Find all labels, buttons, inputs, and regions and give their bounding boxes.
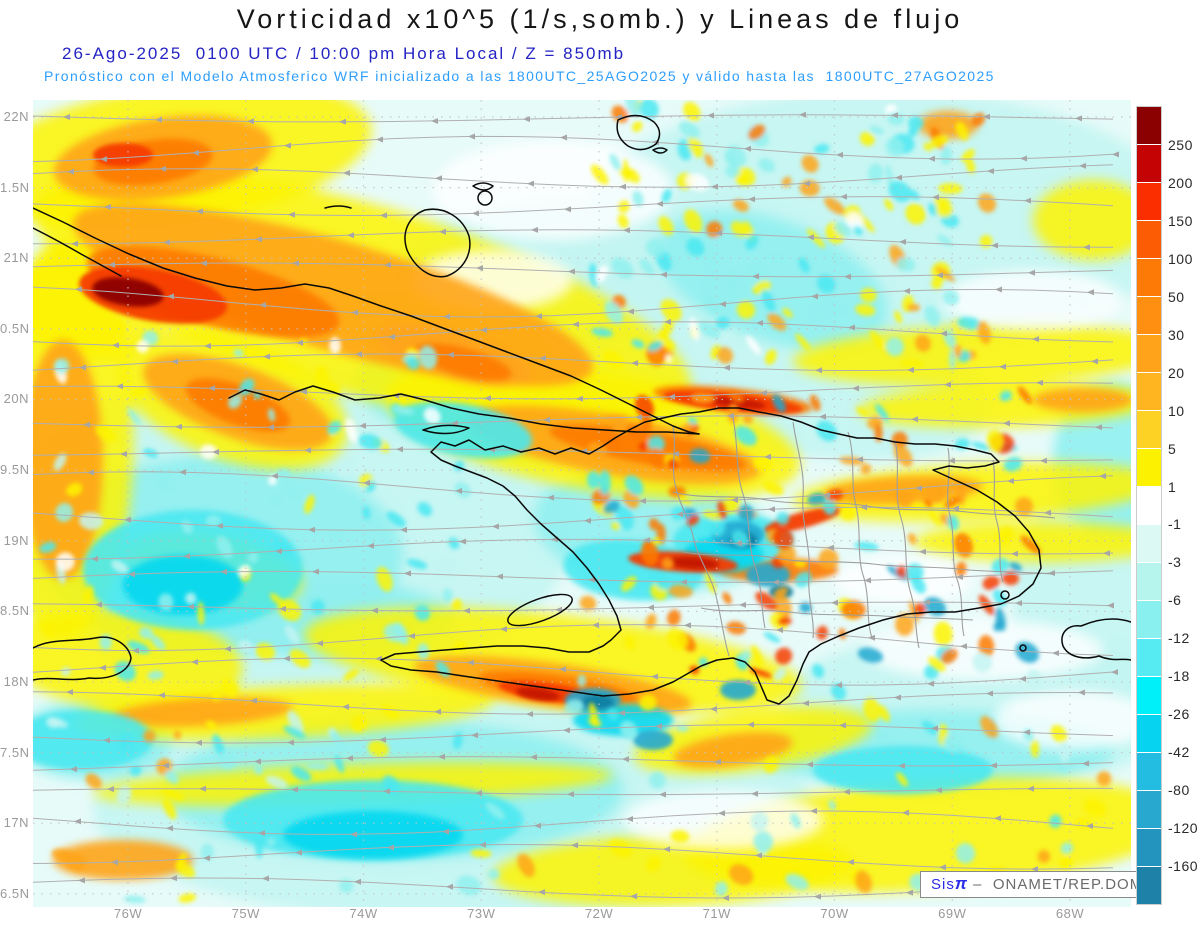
watermark-brand: Sis bbox=[931, 876, 955, 893]
mayaguana-island bbox=[472, 182, 494, 191]
lon-tick-label: 68W bbox=[1055, 906, 1085, 921]
lat-tick-label: 8.5N bbox=[0, 603, 30, 619]
colorbar-segment bbox=[1137, 829, 1161, 866]
colorbar-segment bbox=[1137, 297, 1161, 334]
lon-tick-label: 71W bbox=[702, 906, 731, 921]
colorbar-segment bbox=[1137, 563, 1161, 600]
lon-tick-label: 69W bbox=[938, 906, 967, 921]
tortuga-island bbox=[422, 424, 470, 435]
puerto-rico-coast bbox=[1061, 618, 1131, 661]
map-area: Sisπ – ONAMET/REP.DOM. bbox=[33, 100, 1160, 907]
colorbar bbox=[1136, 106, 1162, 905]
colorbar-tick-label: 100 bbox=[1168, 250, 1193, 267]
little-inagua-island bbox=[477, 190, 493, 206]
model-line: Pronóstico con el Modelo Atmosferico WRF… bbox=[44, 68, 995, 84]
lat-tick-label: 19N bbox=[3, 532, 29, 548]
lat-tick-label: 9.5N bbox=[0, 462, 30, 478]
lat-tick-label: 21N bbox=[3, 250, 29, 266]
colorbar-tick-label: 5 bbox=[1168, 440, 1177, 457]
admin-boundaries bbox=[672, 417, 1056, 657]
colorbar-tick-label: -3 bbox=[1168, 554, 1182, 571]
watermark-separator: – bbox=[967, 876, 993, 893]
lon-tick-label: 70W bbox=[820, 906, 849, 921]
colorbar-segment bbox=[1137, 525, 1161, 562]
colorbar-tick-label: -26 bbox=[1168, 706, 1190, 723]
colorbar-segment bbox=[1137, 259, 1161, 296]
colorbar-segment bbox=[1137, 639, 1161, 676]
colorbar-segment bbox=[1137, 753, 1161, 790]
great-inagua-island bbox=[404, 208, 471, 278]
map-layers bbox=[33, 100, 1131, 907]
lat-tick-label: 22N bbox=[3, 109, 29, 124]
saona-island bbox=[1000, 590, 1010, 600]
colorbar-segment bbox=[1137, 411, 1161, 448]
lat-tick-label: 18N bbox=[3, 673, 29, 689]
colorbar-tick-label: -1 bbox=[1168, 516, 1182, 533]
coastlines bbox=[33, 114, 1131, 705]
lon-tick-label: 74W bbox=[349, 906, 378, 921]
lat-tick-label: 1.5N bbox=[0, 179, 30, 195]
vorticity-streamline-map bbox=[33, 100, 1131, 907]
lon-tick-label: 72W bbox=[584, 906, 614, 921]
colorbar-tick-label: 1 bbox=[1168, 478, 1177, 495]
lat-tick-label: 17N bbox=[3, 815, 29, 831]
gridlines bbox=[33, 100, 1131, 907]
cuba-south-coast bbox=[228, 385, 700, 435]
colorbar-tick-label: -12 bbox=[1168, 630, 1190, 647]
watermark-pi-icon: π bbox=[954, 874, 968, 893]
colorbar-segment bbox=[1137, 487, 1161, 524]
colorbar-tick-label: 20 bbox=[1168, 364, 1185, 381]
gonave-island bbox=[507, 593, 573, 627]
lon-tick-label: 73W bbox=[467, 906, 496, 921]
hispaniola-coast bbox=[380, 407, 1042, 705]
watermark: Sisπ – ONAMET/REP.DOM. bbox=[920, 871, 1160, 898]
colorbar-tick-label: 30 bbox=[1168, 326, 1185, 343]
colorbar-segment bbox=[1137, 373, 1161, 410]
watermark-org: ONAMET/REP.DOM. bbox=[992, 876, 1149, 893]
colorbar-segment bbox=[1137, 449, 1161, 486]
colorbar-segment bbox=[1137, 791, 1161, 828]
colorbar-segment bbox=[1137, 183, 1161, 220]
lat-tick-label: 20N bbox=[3, 391, 29, 407]
lat-tick-label: 7.5N bbox=[0, 744, 30, 760]
colorbar-segment bbox=[1137, 715, 1161, 752]
colorbar-tick-label: 10 bbox=[1168, 402, 1185, 419]
chart-title: Vorticidad x10^5 (1/s,somb.) y Lineas de… bbox=[236, 4, 964, 34]
colorbar-segment bbox=[1137, 335, 1161, 372]
lat-tick-label: 6.5N bbox=[0, 885, 30, 901]
colorbar-tick-label: 200 bbox=[1168, 174, 1193, 191]
lon-tick-label: 75W bbox=[231, 906, 260, 921]
turks-islands bbox=[652, 147, 668, 154]
colorbar-tick-label: -6 bbox=[1168, 592, 1182, 609]
colorbar-segment bbox=[1137, 145, 1161, 182]
colorbar-segment bbox=[1137, 601, 1161, 638]
colorbar-tick-label: -18 bbox=[1168, 668, 1190, 685]
caicos-islands bbox=[616, 114, 661, 151]
colorbar-tick-label: 250 bbox=[1168, 136, 1193, 153]
colorbar-segment bbox=[1137, 867, 1161, 904]
colorbar-segment bbox=[1137, 677, 1161, 714]
lat-tick-label: 0.5N bbox=[0, 320, 30, 336]
cuba-inner-shore bbox=[33, 227, 122, 277]
colorbar-tick-label: -160 bbox=[1168, 858, 1199, 875]
colorbar-tick-label: -120 bbox=[1168, 820, 1199, 837]
cay-line bbox=[324, 205, 352, 209]
colorbar-segment bbox=[1137, 221, 1161, 258]
datetime-line: 26-Ago-2025 0100 UTC / 10:00 pm Hora Loc… bbox=[62, 44, 626, 63]
colorbar-tick-label: 150 bbox=[1168, 212, 1193, 229]
colorbar-tick-label: 50 bbox=[1168, 288, 1185, 305]
colorbar-segment bbox=[1137, 107, 1161, 144]
colorbar-tick-label: -80 bbox=[1168, 782, 1190, 799]
colorbar-tick-label: -42 bbox=[1168, 744, 1190, 761]
mona-island bbox=[1019, 644, 1027, 652]
cuba-north-coast bbox=[33, 207, 700, 435]
jamaica-coast bbox=[33, 636, 132, 681]
lon-tick-label: 76W bbox=[113, 906, 143, 921]
streamline-arrows bbox=[63, 111, 1119, 901]
